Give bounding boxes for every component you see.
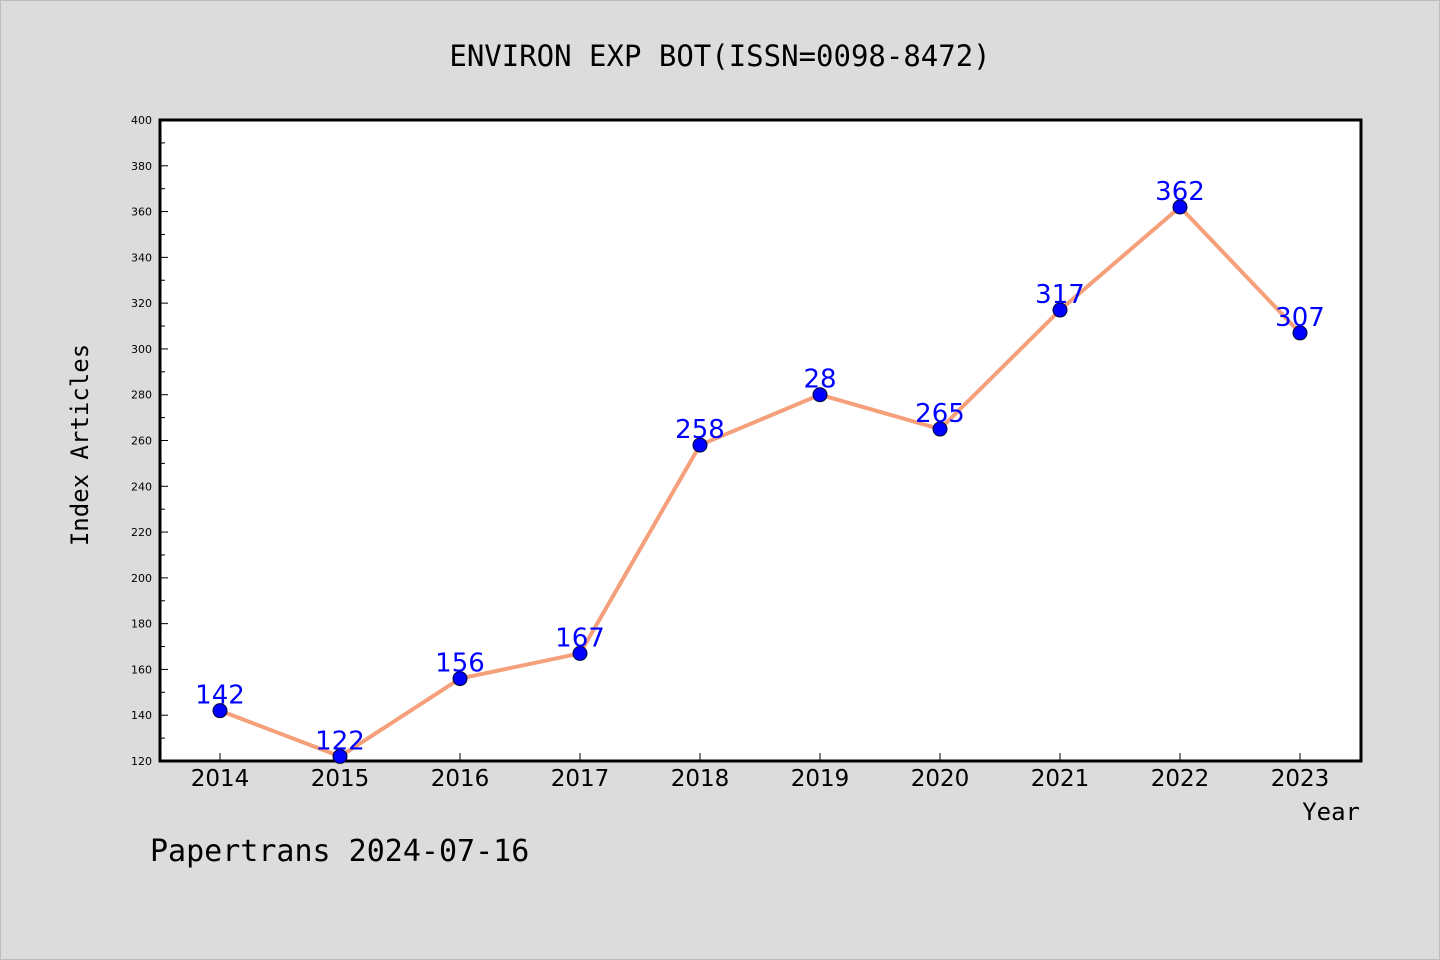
x-axis-label: Year xyxy=(1302,798,1360,826)
y-axis-label: Index Articles xyxy=(66,344,94,546)
data-point xyxy=(1292,325,1308,341)
data-point xyxy=(1052,302,1068,318)
data-point xyxy=(1172,199,1188,215)
y-tick-label: 280 xyxy=(131,389,152,402)
chart-title: ENVIRON EXP BOT(ISSN=0098-8472) xyxy=(449,39,990,73)
x-axis: 2014 2015 2016 2017 2018 2019 2020 2021 2022 2023 xyxy=(191,753,1330,792)
series-articles: 142 122 156 167 258 28 265 317 362 307 xyxy=(195,177,1325,764)
data-point xyxy=(572,645,588,661)
data-point xyxy=(812,387,828,403)
x-tick-label: 2017 xyxy=(551,766,610,792)
series-line xyxy=(219,204,1302,759)
x-tick-label: 2022 xyxy=(1151,766,1210,792)
y-tick-label: 160 xyxy=(131,663,152,676)
x-tick-label: 2015 xyxy=(311,766,370,792)
y-tick-label: 400 xyxy=(131,114,152,127)
data-label: 28 xyxy=(803,365,836,395)
y-tick-label: 140 xyxy=(131,709,152,722)
y-tick-label: 260 xyxy=(131,435,152,448)
x-tick-label: 2020 xyxy=(911,766,970,792)
data-label: 167 xyxy=(555,623,605,653)
y-tick-label: 200 xyxy=(131,572,152,585)
data-label: 258 xyxy=(675,415,725,445)
data-label: 156 xyxy=(435,649,485,679)
data-point xyxy=(452,671,468,687)
x-tick-label: 2014 xyxy=(191,766,250,792)
y-tick-label: 240 xyxy=(131,480,152,493)
footer-credit: Papertrans 2024-07-16 xyxy=(150,834,530,869)
x-tick-label: 2023 xyxy=(1271,766,1330,792)
x-tick-label: 2018 xyxy=(671,766,730,792)
y-tick-label: 380 xyxy=(131,160,152,173)
data-label: 317 xyxy=(1035,280,1085,310)
data-point xyxy=(932,421,948,437)
x-tick-label: 2019 xyxy=(791,766,850,792)
data-label: 122 xyxy=(315,726,365,756)
y-tick-label: 300 xyxy=(131,343,152,356)
y-tick-label: 220 xyxy=(131,526,152,539)
data-point xyxy=(692,437,708,453)
y-tick-label: 360 xyxy=(131,206,152,219)
plot-area xyxy=(158,118,1363,763)
data-label: 362 xyxy=(1155,177,1205,207)
y-tick-label: 320 xyxy=(131,297,152,310)
y-tick-label: 180 xyxy=(131,618,152,631)
x-tick-label: 2016 xyxy=(431,766,490,792)
y-axis: 120 140 160 180 200 220 240 260 280 300 320 340 360 3… xyxy=(131,114,168,768)
data-label: 142 xyxy=(195,681,245,711)
data-point xyxy=(212,703,228,719)
y-tick-label: 120 xyxy=(131,755,152,768)
data-label: 307 xyxy=(1275,303,1325,333)
data-point xyxy=(332,748,348,764)
y-tick-label: 340 xyxy=(131,251,152,264)
x-tick-label: 2021 xyxy=(1031,766,1090,792)
data-label: 265 xyxy=(915,399,965,429)
